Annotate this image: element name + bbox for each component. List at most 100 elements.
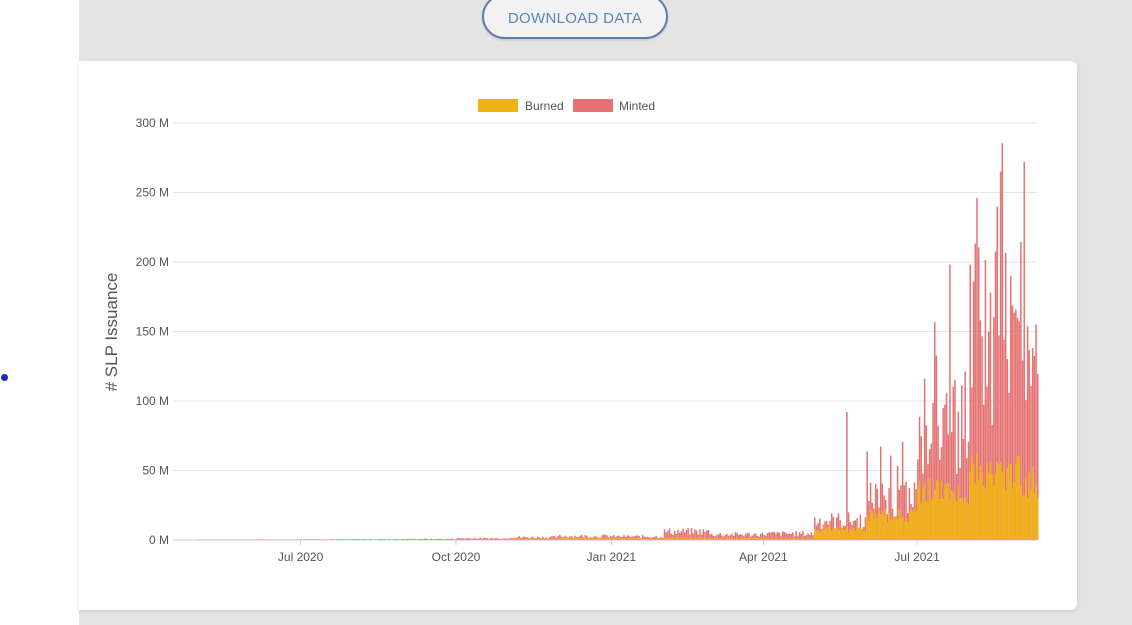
legend-swatch-burned[interactable] [478, 99, 518, 112]
bar-burned[interactable] [577, 537, 580, 540]
bar-minted[interactable] [957, 411, 960, 540]
bar-burned[interactable] [641, 538, 644, 540]
bar-burned[interactable] [651, 538, 654, 540]
bar-burned[interactable] [464, 539, 466, 540]
bar-minted[interactable] [744, 534, 747, 540]
bar-minted[interactable] [461, 538, 463, 540]
bar-burned[interactable] [621, 537, 624, 540]
bar-burned[interactable] [667, 538, 669, 540]
bar-minted[interactable] [950, 432, 953, 540]
bar-burned[interactable] [959, 497, 961, 540]
bar-burned[interactable] [861, 528, 863, 540]
bar-minted[interactable] [616, 535, 618, 540]
bar-burned[interactable] [876, 517, 879, 540]
bar-minted[interactable] [472, 538, 475, 540]
bar-burned[interactable] [553, 538, 556, 540]
bar-minted[interactable] [580, 534, 583, 540]
bar-minted[interactable] [347, 539, 350, 540]
bar-minted[interactable] [559, 534, 561, 540]
bar-minted[interactable] [743, 536, 745, 540]
bar-burned[interactable] [758, 538, 760, 540]
legend-label-burned[interactable]: Burned [525, 99, 564, 113]
bar-burned[interactable] [905, 518, 907, 540]
bar-burned[interactable] [947, 482, 950, 540]
bar-burned[interactable] [1001, 471, 1004, 540]
bar-minted[interactable] [790, 533, 792, 540]
bar-minted[interactable] [699, 529, 701, 540]
bar-minted[interactable] [349, 539, 352, 540]
bar-minted[interactable] [837, 513, 840, 540]
bar-minted[interactable] [613, 535, 615, 540]
bar-minted[interactable] [739, 534, 742, 540]
bar-minted[interactable] [1028, 350, 1031, 540]
bar-burned[interactable] [871, 510, 874, 540]
bar-minted[interactable] [531, 536, 534, 540]
bar-burned[interactable] [672, 538, 674, 540]
bar-burned[interactable] [863, 530, 865, 540]
bar-burned[interactable] [756, 537, 759, 540]
bar-burned[interactable] [650, 538, 652, 540]
bar-minted[interactable] [393, 539, 396, 540]
bar-minted[interactable] [586, 535, 588, 540]
bar-burned[interactable] [743, 538, 745, 540]
bar-burned[interactable] [846, 526, 848, 540]
bar-burned[interactable] [822, 525, 825, 540]
bar-burned[interactable] [991, 474, 993, 540]
bar-minted[interactable] [477, 538, 480, 540]
bar-burned[interactable] [731, 537, 733, 540]
bar-minted[interactable] [797, 535, 799, 540]
bar-minted[interactable] [374, 539, 377, 540]
bar-minted[interactable] [673, 530, 676, 540]
bar-burned[interactable] [682, 537, 684, 540]
bar-minted[interactable] [933, 322, 936, 540]
bar-burned[interactable] [812, 538, 814, 540]
bar-burned[interactable] [967, 504, 970, 540]
bar-minted[interactable] [1013, 312, 1015, 540]
bar-minted[interactable] [966, 458, 968, 540]
bar-minted[interactable] [763, 534, 765, 540]
bar-minted[interactable] [641, 534, 644, 540]
bar-minted[interactable] [503, 538, 505, 540]
bar-burned[interactable] [746, 537, 749, 540]
bar-burned[interactable] [787, 538, 789, 540]
bar-burned[interactable] [736, 538, 738, 540]
bar-burned[interactable] [886, 522, 889, 540]
bar-burned[interactable] [994, 473, 997, 540]
bar-minted[interactable] [570, 536, 573, 540]
bar-burned[interactable] [557, 538, 559, 540]
bar-minted[interactable] [351, 539, 353, 540]
bar-minted[interactable] [866, 451, 868, 540]
bar-burned[interactable] [900, 518, 902, 540]
bar-minted[interactable] [342, 539, 345, 540]
bar-burned[interactable] [543, 538, 546, 540]
bar-minted[interactable] [499, 538, 502, 540]
bar-minted[interactable] [469, 538, 472, 540]
bar-minted[interactable] [504, 538, 507, 540]
bar-burned[interactable] [771, 538, 774, 540]
bar-burned[interactable] [1037, 497, 1039, 540]
bar-burned[interactable] [565, 537, 568, 540]
bar-burned[interactable] [825, 527, 828, 540]
bar-burned[interactable] [508, 538, 510, 540]
bar-minted[interactable] [738, 534, 740, 540]
bar-burned[interactable] [631, 538, 634, 540]
bar-minted[interactable] [635, 535, 637, 540]
bar-burned[interactable] [1023, 495, 1026, 540]
bar-minted[interactable] [521, 537, 524, 540]
bar-minted[interactable] [967, 441, 970, 540]
bar-burned[interactable] [574, 538, 576, 540]
bar-burned[interactable] [773, 538, 776, 540]
bar-burned[interactable] [901, 516, 904, 540]
bar-minted[interactable] [920, 436, 922, 540]
bar-burned[interactable] [477, 539, 480, 540]
bar-minted[interactable] [538, 537, 541, 540]
bar-minted[interactable] [694, 529, 696, 540]
bar-burned[interactable] [927, 504, 929, 540]
bar-minted[interactable] [653, 537, 656, 540]
bar-burned[interactable] [567, 537, 569, 540]
bar-burned[interactable] [560, 537, 563, 540]
bar-burned[interactable] [515, 538, 517, 540]
bar-minted[interactable] [854, 520, 857, 540]
bar-burned[interactable] [1018, 455, 1020, 540]
bar-minted[interactable] [746, 532, 749, 540]
